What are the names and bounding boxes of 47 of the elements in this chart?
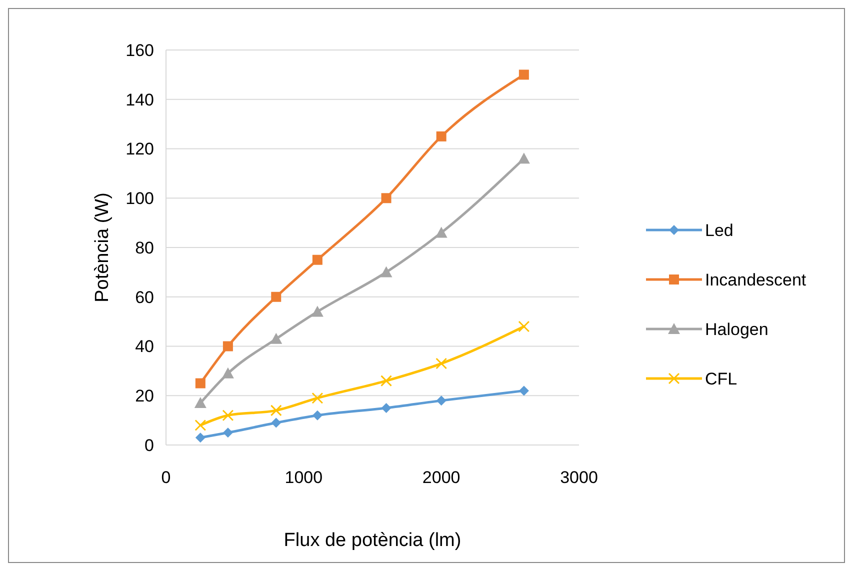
point bbox=[381, 402, 392, 413]
y-tick-label: 0 bbox=[144, 436, 154, 455]
point bbox=[435, 226, 448, 238]
legend-label: Incandescent bbox=[705, 270, 806, 290]
point bbox=[222, 341, 233, 352]
point bbox=[381, 193, 392, 204]
x-tick-label: 2000 bbox=[422, 468, 460, 487]
point bbox=[436, 396, 446, 406]
point bbox=[271, 292, 282, 302]
y-axis-title: Potència (W) bbox=[92, 192, 113, 302]
y-tick-label: 20 bbox=[135, 386, 154, 406]
y-tick-label: 80 bbox=[135, 238, 154, 258]
point bbox=[380, 375, 392, 387]
x-tick-label: 3000 bbox=[560, 468, 598, 487]
point bbox=[518, 320, 530, 332]
point bbox=[222, 410, 234, 422]
x-axis-title: Flux de potència (lm) bbox=[284, 530, 462, 551]
point bbox=[380, 266, 392, 278]
y-tick-label: 140 bbox=[126, 90, 154, 110]
point bbox=[194, 397, 206, 408]
point bbox=[436, 131, 446, 142]
point bbox=[194, 420, 206, 431]
point bbox=[195, 378, 206, 388]
y-tick-label: 40 bbox=[135, 337, 154, 356]
y-tick-label: 120 bbox=[126, 140, 154, 159]
point bbox=[312, 410, 322, 420]
x-tick-label: 0 bbox=[161, 468, 171, 487]
y-tick-label: 60 bbox=[135, 288, 154, 307]
point bbox=[518, 152, 530, 164]
point bbox=[270, 332, 282, 344]
point bbox=[518, 70, 529, 80]
point bbox=[312, 254, 322, 265]
point bbox=[195, 432, 206, 443]
x-tick-label: 1000 bbox=[284, 468, 323, 487]
legend-label: CFL bbox=[705, 369, 738, 388]
point bbox=[518, 386, 529, 396]
y-tick-label: 160 bbox=[126, 40, 154, 60]
point bbox=[312, 392, 324, 404]
legend-label: Halogen bbox=[705, 320, 768, 339]
point bbox=[222, 367, 234, 378]
point bbox=[436, 358, 448, 370]
point bbox=[311, 306, 324, 317]
point bbox=[271, 418, 282, 428]
y-tick-label: 100 bbox=[126, 189, 154, 208]
point bbox=[222, 428, 233, 438]
point bbox=[270, 404, 282, 416]
legend-label: Led bbox=[705, 220, 734, 240]
